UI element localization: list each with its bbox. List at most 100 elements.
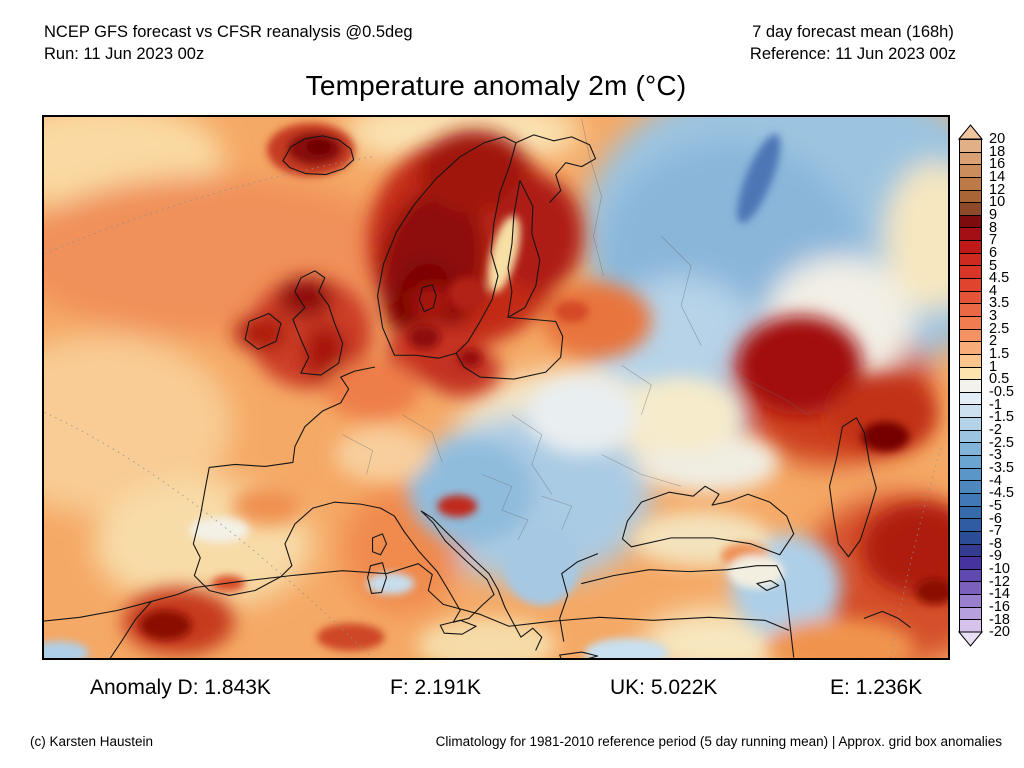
colorbar-tick-label: -1.5 [989,409,1014,426]
colorbar-tick-label: 18 [989,143,1006,160]
colorbar-segment [959,315,982,330]
colorbar-segment [959,379,982,393]
colorbar-tick-label: -14 [989,586,1010,603]
colorbar-segment [959,227,982,242]
colorbar-tick-label: -4.5 [989,485,1014,502]
colorbar-tick-label: -16 [989,599,1010,616]
colorbar-segment [959,189,982,204]
colorbar-tick-label: 6 [989,244,998,261]
colorbar-segment [959,581,982,596]
colorbar-tick-label: -7 [989,523,1002,540]
colorbar-tick-label: -3 [989,447,1002,464]
header-right: 7 day forecast mean (168h) Reference: 11… [750,21,956,65]
colorbar-tick-label: 10 [989,194,1006,211]
colorbar-tick-label: 4.5 [989,270,1010,287]
colorbar-tick-label: -3.5 [989,459,1014,476]
colorbar-tick-label: 1.5 [989,346,1010,363]
forecast-window-line: 7 day forecast mean (168h) [752,23,954,41]
colorbar-segment [959,429,982,444]
colorbar-segment [959,606,982,621]
colorbar-segment [959,404,982,419]
colorbar-tick-label: -20 [989,624,1010,641]
colorbar-segment [959,594,982,608]
colorbar-tick-label: -5 [989,497,1002,514]
colorbar-tick-label: -18 [989,611,1010,628]
colorbar-segment [959,417,982,431]
colorbar-segments [959,139,982,633]
stat-anomaly-uk: UK: 5.022K [610,676,718,699]
header-left: NCEP GFS forecast vs CFSR reanalysis @0.… [44,21,413,65]
colorbar-segment [959,391,982,406]
colorbar-tick-label: 0.5 [989,371,1010,388]
colorbar-segment [959,328,982,343]
colorbar-tick-label: -6 [989,510,1002,527]
anomaly-field-detail [44,122,948,658]
colorbar-tick-label: 2 [989,333,998,350]
stat-anomaly-d: Anomaly D: 1.843K [90,676,271,699]
colorbar-segment [959,505,982,520]
footer-note: Climatology for 1981-2010 reference peri… [435,734,1002,749]
colorbar-segment [959,353,982,368]
colorbar-segment [959,164,982,178]
colorbar-tick-label: 2.5 [989,320,1010,337]
colorbar-tick-label: 3.5 [989,295,1010,312]
colorbar-tick-label: 1 [989,358,998,375]
colorbar-segment [959,214,982,229]
colorbar-tick-label: 20 [989,131,1006,147]
colorbar-segment [959,151,982,166]
colorbar-tick-label: 4 [989,282,998,299]
page-title: Temperature anomaly 2m (°C) [305,70,687,101]
coastlines [44,134,911,658]
colorbar-segment [959,366,982,381]
colorbar-segment [959,568,982,583]
colorbar-segment [959,556,982,570]
map-frame [42,115,950,660]
model-line: NCEP GFS forecast vs CFSR reanalysis @0.… [44,23,413,41]
colorbar-segment [959,252,982,267]
colorbar-segment [959,467,982,482]
colorbar-tick-label: -2 [989,421,1002,438]
colorbar-tick-label: -4 [989,472,1002,489]
colorbar-tick-label: -2.5 [989,434,1014,451]
footer-credit: (c) Karsten Haustein [30,734,154,749]
reference-line: Reference: 11 Jun 2023 00z [749,45,956,63]
colorbar-segment [959,530,982,545]
colorbar-segment [959,455,982,469]
colorbar-arrow-bottom [958,631,983,647]
colorbar-tick-label: -12 [989,573,1010,590]
colorbar-tick-label: 9 [989,206,998,223]
colorbar-segment [959,202,982,216]
colorbar-tick-label: 8 [989,219,998,236]
colorbar-tick-label: 7 [989,232,998,249]
colorbar-segment [959,278,982,292]
colorbar-tick-label: -0.5 [989,384,1014,400]
colorbar-segment [959,303,982,317]
colorbar-segment [959,176,982,191]
colorbar-tick-label: 16 [989,156,1006,173]
colorbar-segment [959,240,982,254]
stat-anomaly-e: E: 1.236K [830,676,923,699]
colorbar-segment [959,518,982,532]
colorbar-tick-label: -1 [989,396,1002,413]
colorbar-tick-label: -8 [989,535,1002,552]
colorbar-arrow-top [958,124,983,140]
run-line: Run: 11 Jun 2023 00z [44,45,205,63]
stat-anomaly-f: F: 2.191K [390,676,482,699]
map-canvas [44,117,948,658]
colorbar-segment [959,543,982,558]
colorbar-tick-label: 5 [989,257,998,274]
colorbar-tick-label: 12 [989,181,1006,198]
colorbar-segment [959,139,982,153]
colorbar-tick-label: -9 [989,548,1002,565]
colorbar-tick-label: -10 [989,561,1010,578]
colorbar-segment [959,480,982,494]
colorbar-segment [959,492,982,507]
colorbar-segment [959,265,982,280]
colorbar-segment [959,442,982,457]
colorbar-tick-label: 14 [989,168,1006,185]
colorbar-tick-label: 3 [989,308,998,325]
colorbar: 20 18 16 14 12 10 9 8 7 6 5 4.5 4 3.5 3 2.5 2 1.5 1 0.5 -0.5… [958,124,1024,664]
colorbar-segment [959,341,982,355]
colorbar-segment [959,290,982,305]
